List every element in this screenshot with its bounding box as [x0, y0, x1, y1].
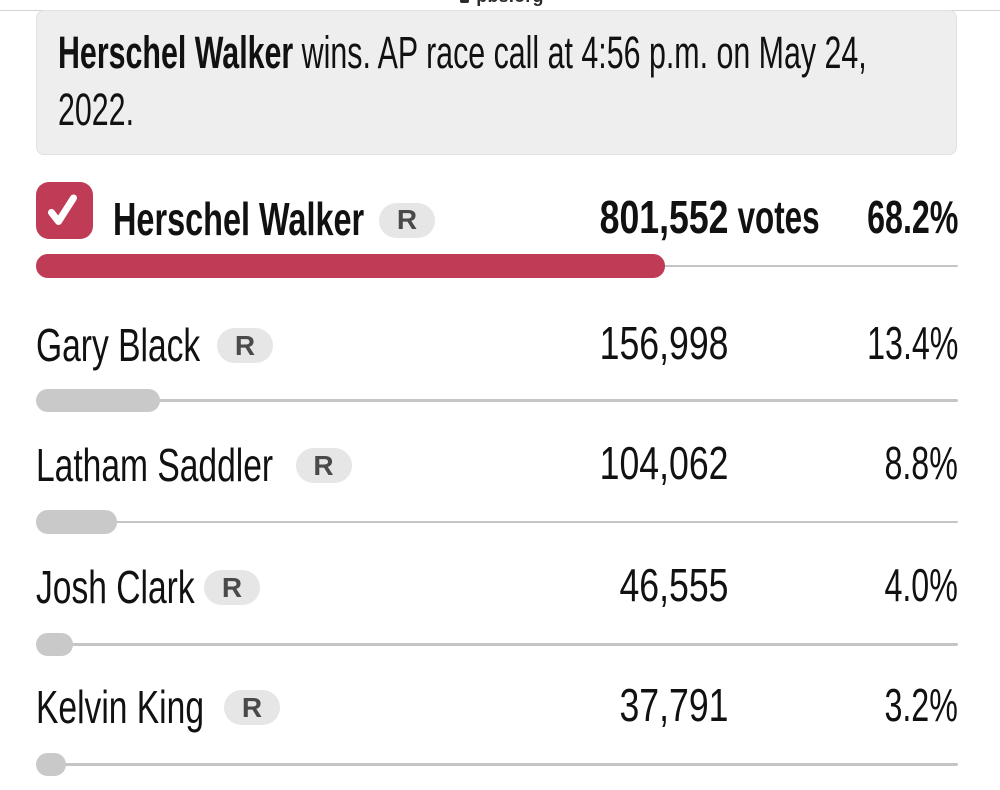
- vote-percent: 8.8%: [884, 436, 958, 489]
- lock-icon: [460, 0, 470, 3]
- result-bar-fill: [36, 632, 73, 656]
- candidate-name: Latham Saddler: [36, 438, 274, 491]
- vote-count: 156,998: [192, 320, 729, 366]
- race-call-text: Herschel Walker wins. AP race call at 4:…: [58, 24, 931, 138]
- result-bar-track: [36, 643, 958, 646]
- party-badge-letter: R: [234, 329, 256, 361]
- vote-count: 104,062: [192, 440, 729, 486]
- winner-checkmark-icon: [36, 182, 93, 239]
- vote-count: 46,555: [192, 558, 729, 611]
- vote-percent: 4.0%: [884, 558, 958, 611]
- party-badge: R: [204, 570, 260, 605]
- party-badge-letter: R: [221, 571, 243, 603]
- vote-count-suffix: votes: [728, 191, 820, 244]
- result-bar-fill: [36, 752, 66, 777]
- vote-count-number: 46,555: [619, 558, 729, 611]
- vote-count-number: 156,998: [599, 316, 729, 369]
- vote-count-number: 37,791: [619, 678, 729, 731]
- vote-count: 37,791: [192, 678, 729, 731]
- vote-percent: 13.4%: [866, 316, 958, 369]
- race-call-box: Herschel Walker wins. AP race call at 4:…: [36, 10, 957, 155]
- result-bar-fill: [36, 388, 160, 412]
- candidate-name: Kelvin King: [36, 680, 205, 733]
- result-bar-fill: [36, 254, 665, 278]
- browser-address-bar[interactable]: pbs.org: [4, 0, 1000, 5]
- race-call-winner-name: Herschel Walker: [58, 27, 294, 78]
- race-call-message: wins. AP race call at 4:56 p.m. on May 2…: [58, 27, 867, 135]
- result-bar-track: [36, 520, 958, 523]
- party-badge: R: [295, 448, 352, 483]
- browser-url: pbs.org: [476, 0, 543, 6]
- candidate-name: Gary Black: [36, 318, 201, 371]
- vote-percent: 68.2%: [866, 191, 958, 244]
- candidate-name: Herschel Walker: [112, 193, 364, 246]
- result-bar-track: [36, 763, 958, 766]
- vote-count: 801,552 votes: [192, 191, 820, 244]
- result-bar-fill: [36, 510, 118, 534]
- party-badge: R: [224, 690, 280, 726]
- party-badge-letter: R: [313, 449, 334, 481]
- candidate-name: Josh Clark: [36, 560, 195, 613]
- vote-percent: 3.2%: [884, 678, 958, 731]
- party-badge: R: [379, 202, 435, 238]
- party-badge: R: [217, 328, 273, 363]
- party-badge-letter: R: [241, 691, 263, 723]
- vote-count-number: 801,552: [599, 191, 729, 244]
- party-badge-letter: R: [396, 204, 418, 236]
- vote-count-number: 104,062: [599, 436, 729, 489]
- result-bar-track: [36, 399, 958, 402]
